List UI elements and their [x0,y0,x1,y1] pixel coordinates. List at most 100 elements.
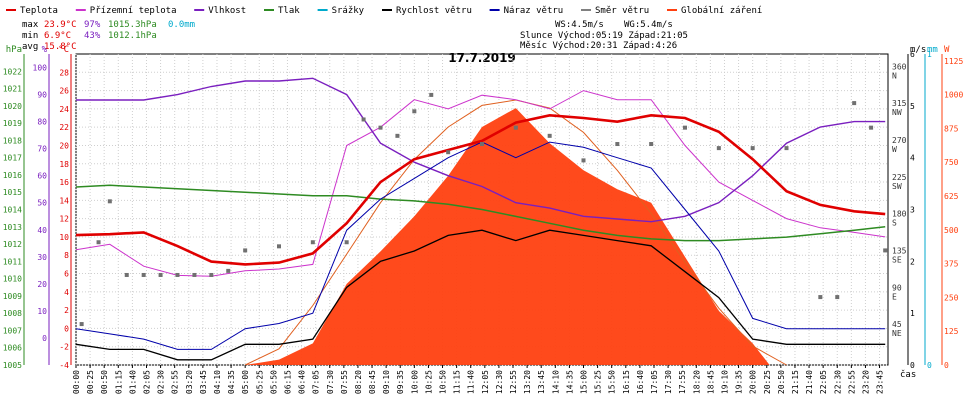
w-tick-label-9: 1125 [944,57,963,66]
dir-tick-name-4: SW [892,182,902,191]
legend-label-7: Směr větru [595,6,649,16]
pct-tick-label-6: 60 [37,172,47,181]
wind-dir-point-23 [581,158,586,163]
wind-dir-point-25 [649,142,654,147]
dir-tick-label-4: 225 [892,173,907,182]
wind-dir-point-14 [361,117,366,122]
temp-tick-label-2: 0 [64,324,69,333]
wind-dir-point-28 [750,146,755,151]
wind-dir-point-19 [446,150,451,155]
x-tick-label-44: 18:20 [692,370,701,394]
w-tick-label-8: 1000 [944,91,963,100]
x-tick-label-5: 02:05 [142,370,151,394]
w-tick-label-6: 750 [944,158,959,167]
temp-tick-label-3: 2 [64,306,69,315]
legend-label-0: Teplota [20,6,58,16]
wind-dir-point-6 [175,272,180,277]
wind-dir-point-3 [124,272,129,277]
chart-title: 17.7.2019 [448,51,516,65]
x-tick-label-3: 01:15 [114,370,123,394]
wind-dir-point-18 [429,92,434,97]
mm-tick-label-1: 1 [927,50,932,59]
dir-tick-label-0: 45 [892,320,902,329]
temp-tick-label-4: 4 [64,288,69,297]
x-tick-label-28: 11:40 [467,370,476,394]
hpa-tick-label-10: 1015 [3,188,22,197]
legend-label-3: Tlak [278,6,300,16]
dir-tick-label-2: 135 [892,247,907,256]
x-tick-label-26: 10:50 [439,370,448,394]
series-line-rychlost-v-tru [75,229,886,361]
x-tick-label-1: 00:25 [86,370,95,394]
x-tick-label-10: 04:10 [213,370,222,394]
x-tick-label-43: 17:55 [678,370,687,394]
hpa-axis-label: hPa [6,45,22,55]
x-tick-label-40: 16:40 [636,370,645,394]
pct-tick-label-8: 80 [37,118,47,127]
w-tick-label-2: 250 [944,293,959,302]
x-tick-label-13: 05:25 [255,370,264,394]
wind-dir-point-2 [107,199,112,204]
x-tick-label-22: 09:10 [382,370,391,394]
temp-tick-label-9: 14 [59,196,69,205]
x-tick-label-32: 13:20 [523,370,532,394]
dir-tick-name-7: N [892,71,897,80]
wind-dir-point-13 [344,240,349,245]
x-tick-label-50: 20:50 [777,370,786,394]
hpa-tick-label-17: 1022 [3,67,22,76]
temp-tick-label-0: -4 [59,361,69,370]
w-tick-label-4: 500 [944,226,959,235]
stat-avg-temp: 15.8°C [44,42,77,52]
dir-tick-label-1: 90 [892,283,902,292]
dir-tick-label-7: 360 [892,62,907,71]
wind-dir-point-20 [480,142,484,147]
x-tick-label-12: 05:00 [241,370,250,394]
x-tick-label-52: 21:40 [805,370,814,394]
ms-axis-label: m/s [910,45,926,55]
pct-tick-label-1: 10 [37,307,47,316]
ms-tick-label-5: 5 [910,102,915,111]
info-moon: Měsíc Východ:20:31 Západ:4:26 [520,41,677,51]
dir-tick-name-5: W [892,145,897,154]
ms-tick-label-3: 3 [910,206,915,215]
pct-tick-label-10: 100 [33,64,48,73]
x-tick-label-15: 06:15 [283,370,292,394]
hpa-tick-label-15: 1020 [3,102,22,111]
hpa-tick-label-1: 1006 [3,344,22,353]
stat-avg-label: avg [22,42,38,52]
w-tick-label-1: 125 [944,327,959,336]
dir-tick-name-6: NW [892,108,902,117]
pct-tick-label-3: 30 [37,253,47,262]
pct-tick-label-5: 50 [37,199,47,208]
hpa-tick-label-9: 1014 [3,206,22,215]
hpa-tick-label-6: 1011 [3,257,22,266]
series-area-glob-ln-z-en- [245,108,770,365]
x-axis-label: čas [900,369,916,380]
series-line-vlhkost [76,77,886,223]
wind-dir-point-24 [615,142,620,147]
dir-tick-name-0: NE [892,329,902,338]
x-tick-label-53: 22:05 [819,370,828,394]
info-wind-gust: WG:5.4m/s [624,20,673,30]
stat-min-label: min [22,31,38,41]
temp-tick-label-5: 6 [64,270,69,279]
wind-dir-point-0 [79,322,84,327]
ms-tick-label-2: 2 [910,257,915,266]
wind-dir-point-1 [96,240,101,245]
x-tick-label-46: 19:10 [720,370,729,394]
x-tick-label-16: 06:40 [298,370,307,394]
temp-tick-label-15: 26 [59,87,69,96]
x-tick-label-30: 12:30 [495,370,504,394]
hpa-tick-label-13: 1018 [3,136,22,145]
info-block: WS:4.5m/s WG:5.4m/s Slunce Východ:05:19 … [520,20,688,51]
wind-dir-point-15 [378,125,383,130]
pct-tick-label-2: 20 [37,280,47,289]
series-line-tlak [75,184,886,242]
x-tick-label-21: 08:45 [368,370,377,394]
legend-label-6: Náraz větru [504,6,564,16]
temp-axis-label: °C [58,45,69,55]
x-tick-label-18: 07:30 [326,370,335,394]
x-tick-label-45: 18:45 [706,370,715,394]
x-tick-label-57: 23:45 [876,370,885,394]
